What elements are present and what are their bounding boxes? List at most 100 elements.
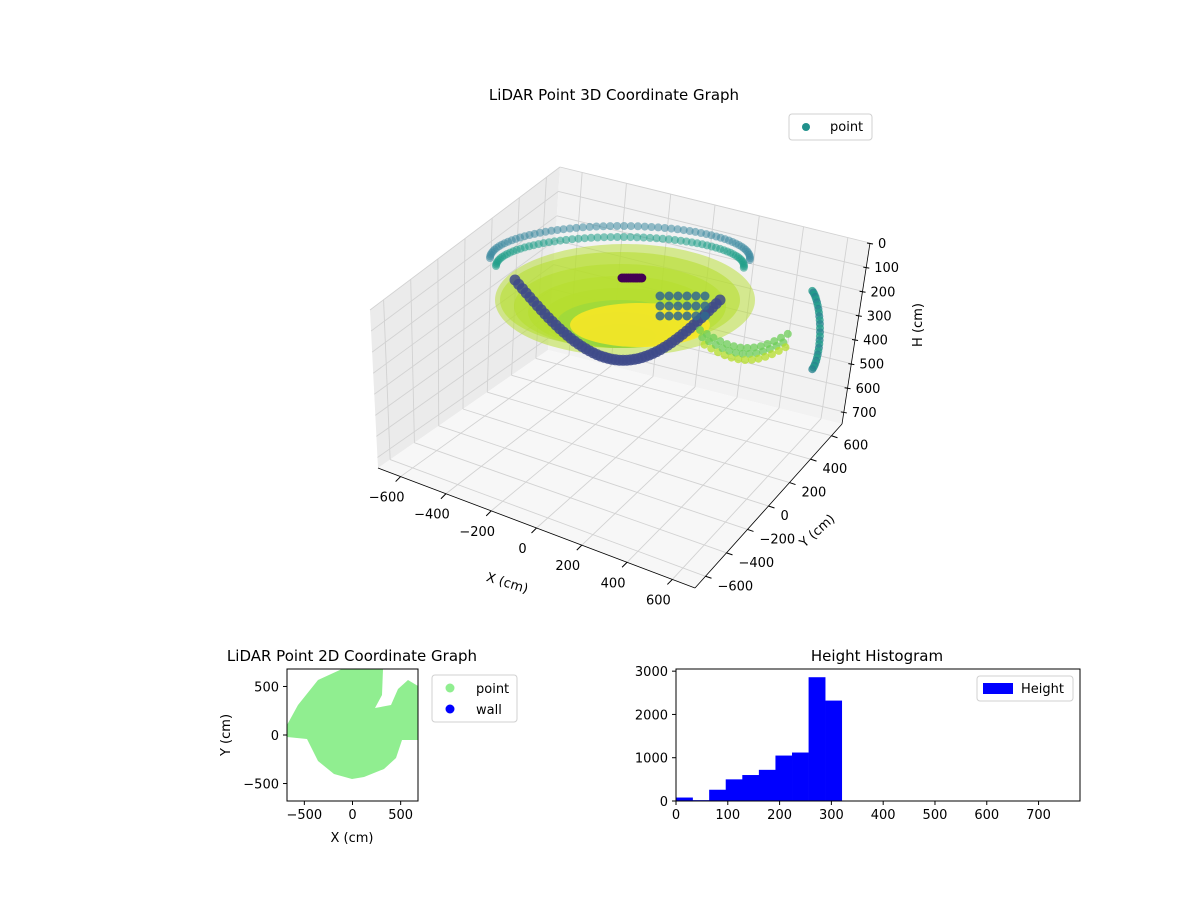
chart-3d-point	[585, 222, 594, 231]
chart-hist-bar	[758, 769, 776, 801]
chart-3d-point	[736, 343, 745, 352]
chart-3d-point	[745, 256, 754, 264]
chart-hist-legend-label: Height	[1021, 682, 1064, 697]
chart-hist-x-tick-label: 600	[974, 808, 999, 823]
chart-3d-point	[741, 356, 749, 364]
chart-3d-y-tick-label: −400	[739, 556, 775, 571]
chart-2d-y-tick-label: 500	[254, 680, 279, 695]
chart-3d-y-gridline-floor	[438, 425, 748, 530]
chart-3d-point	[620, 222, 629, 230]
chart-3d-y-gridline-wall	[410, 279, 415, 443]
chart-hist-x-tick-label: 700	[1026, 808, 1051, 823]
chart-3d-point	[547, 226, 556, 235]
chart-3d-point	[716, 337, 725, 346]
chart-3d-x-tick	[621, 561, 628, 568]
chart-hist-frame	[675, 668, 1081, 802]
chart-2d-legend-marker-wall	[445, 704, 455, 714]
chart-2d-ticks: −500 0 500 −500 0 500	[243, 680, 413, 823]
chart-3d-point	[738, 349, 747, 358]
chart-3d-x-tick-label: 0	[518, 542, 526, 557]
chart-3d-point	[682, 291, 692, 301]
chart-3d-x-tick-label: 200	[555, 559, 580, 574]
chart-hist: Height Histogram 0 100 200 300 400 500 600 7000…	[635, 647, 1081, 823]
chart-3d-point	[723, 340, 731, 349]
chart-3d-x-tick	[531, 527, 537, 534]
chart-3d-point	[647, 223, 656, 231]
chart-3d-ylabel: Y (cm)	[796, 512, 838, 552]
chart-3d-point	[696, 326, 704, 334]
chart-3d-y-gridline-wall	[486, 218, 493, 393]
chart-3d-y-tick-label: 0	[781, 509, 789, 524]
chart-3d-point	[691, 311, 701, 321]
chart-3d-point	[682, 311, 692, 321]
chart-3d-legend: point	[788, 113, 873, 141]
chart-3d-y-tick	[789, 482, 796, 486]
chart-3d-y-gridline-floor	[414, 442, 727, 554]
chart-3d-x-axis-line	[377, 467, 696, 589]
chart-3d-z-tick-label: 200	[871, 285, 896, 300]
chart-hist-bar	[792, 752, 809, 801]
chart-3d-legend-label: point	[830, 120, 863, 135]
chart-hist-y-tick-label: 2000	[635, 708, 668, 723]
chart-3d-point	[592, 222, 601, 231]
chart-3d-point	[673, 291, 683, 301]
chart-hist-legend-box	[976, 675, 1074, 702]
chart-2d-point-cloud	[287, 669, 418, 779]
chart-3d-point	[664, 301, 674, 311]
chart-3d-point	[700, 301, 710, 311]
chart-3d-y-tick-label: −200	[760, 532, 796, 547]
chart-3d-y-gridline-floor	[535, 357, 832, 437]
chart-3d-point	[664, 235, 673, 244]
chart-3d-z-tick-label: 700	[852, 406, 877, 421]
chart-3d-point	[626, 233, 635, 242]
chart-3d-point	[673, 225, 682, 234]
chart-2d-x-tick-label: 500	[388, 808, 413, 823]
chart-3d-point	[729, 342, 738, 351]
chart-3d-point	[587, 233, 596, 242]
chart-3d-point	[655, 291, 665, 301]
chart-3d-z-axis-line	[841, 242, 871, 425]
chart-hist-x-tick-label: 300	[819, 808, 844, 823]
chart-hist-title: Height Histogram	[811, 647, 943, 665]
chart-3d-x-tick-label: −200	[459, 525, 495, 540]
chart-2d-title: LiDAR Point 2D Coordinate Graph	[227, 647, 477, 665]
chart-3d-point	[660, 224, 669, 232]
chart-3d-point	[747, 355, 756, 364]
chart-hist-bar	[725, 779, 743, 801]
chart-hist-bars	[676, 677, 843, 801]
chart-3d-point	[580, 234, 589, 243]
chart-3d-point	[572, 223, 581, 232]
chart-3d-point	[599, 222, 608, 231]
chart-3d-point	[734, 355, 743, 364]
chart-3d-point	[732, 348, 740, 357]
chart-3d-y-gridline-wall	[383, 299, 391, 460]
chart-3d-z-tick-label: 600	[856, 382, 881, 397]
chart-3d-point	[700, 291, 710, 301]
chart-3d-legend-marker	[802, 123, 810, 131]
chart-3d-point	[673, 301, 683, 311]
chart-3d-point	[774, 346, 783, 355]
chart-3d-ticks: −600 −400 −200 0 200 400 600 −600 −400 −200 0 200 40…	[369, 237, 899, 608]
chart-3d-z-gridline-left	[369, 166, 561, 311]
chart-3d-point	[682, 301, 692, 311]
chart-3d-y-tick	[768, 505, 775, 509]
chart-3d-point	[562, 235, 571, 244]
chart-2d-legend-marker-point	[445, 683, 455, 693]
chart-3d-y-tick	[831, 435, 838, 439]
chart-3d-point	[808, 365, 817, 374]
chart-2d-y-tick-label: −500	[243, 778, 279, 793]
chart-3d-point	[691, 291, 701, 301]
chart-3d-point	[565, 224, 574, 233]
chart-3d-x-gridline-wall	[778, 226, 805, 409]
chart-2d-legend: point wall	[431, 674, 518, 723]
chart-3d-point	[613, 222, 622, 230]
chart-3d-x-tick	[667, 579, 673, 585]
chart-3d-z-tick-label: 400	[863, 334, 888, 349]
chart-3d-point	[670, 236, 679, 244]
chart-3d-point	[556, 236, 565, 245]
chart-3d-point	[754, 354, 763, 363]
chart-3d-point	[627, 222, 635, 231]
chart-3d-point	[761, 352, 770, 361]
chart-3d-point	[559, 225, 568, 234]
chart-3d-x-tick-label: 400	[601, 576, 626, 591]
